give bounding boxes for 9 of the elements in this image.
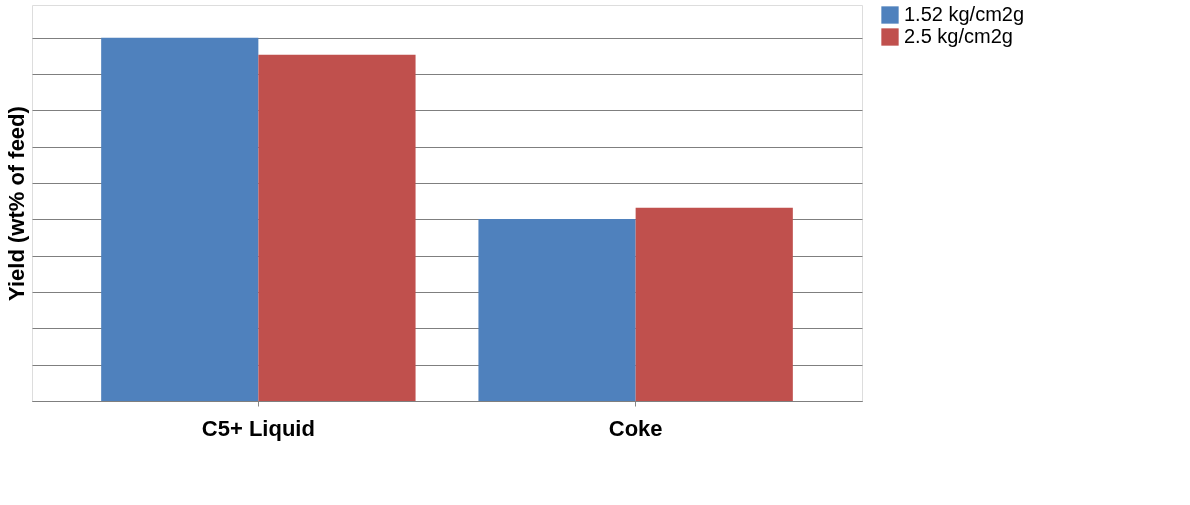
legend-label: 1.52 kg/cm2g: [904, 3, 1025, 25]
bar: [635, 207, 793, 401]
legend-label: 2.5 kg/cm2g: [904, 25, 1013, 47]
bar: [101, 37, 259, 401]
bar: [478, 218, 636, 401]
x-tick-label: Coke: [608, 415, 663, 441]
x-tick-label: C5+ Liquid: [201, 415, 315, 441]
y-axis-title: Yield (wt% of feed): [3, 106, 29, 301]
bar: [258, 54, 416, 401]
